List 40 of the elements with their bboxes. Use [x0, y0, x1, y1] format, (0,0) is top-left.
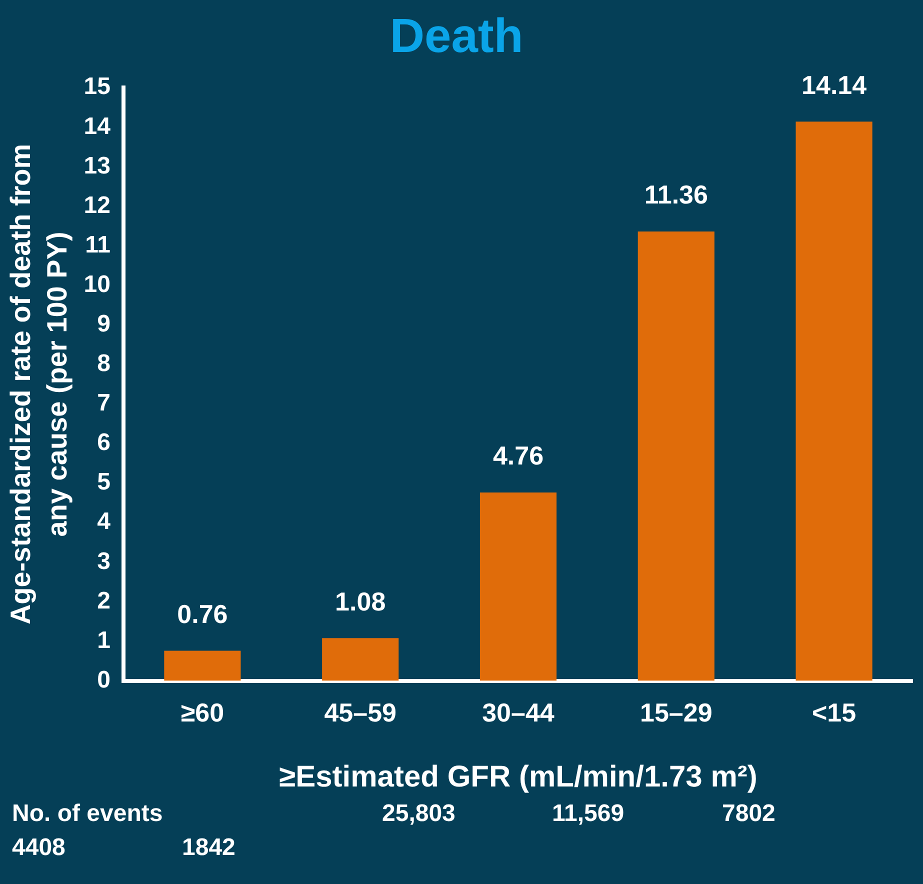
x-tick-label: 30–44 [482, 698, 555, 728]
x-axis-title: ≥Estimated GFR (mL/min/1.73 m²) [279, 760, 758, 794]
bar [796, 122, 872, 681]
y-tick-label: 10 [84, 270, 110, 298]
x-tick-label: ≥60 [180, 698, 224, 728]
bar [638, 232, 714, 681]
y-tick-label: 13 [84, 152, 110, 180]
text: 1842 [182, 834, 236, 862]
y-tick-label: 4 [97, 508, 112, 536]
text: 7802 [722, 800, 776, 828]
x-tick-label: 45–59 [324, 698, 397, 728]
y-tick-label: 11 [85, 231, 110, 258]
y-tick-label: 3 [97, 548, 110, 575]
text: 11,569 [552, 800, 626, 828]
y-tick-label: 12 [84, 192, 110, 219]
y-tick-label: 0 [97, 666, 110, 694]
y-tick-label: 14 [84, 112, 112, 140]
y-tick-label: 8 [97, 350, 110, 378]
data-label: 11.36 [644, 180, 708, 210]
data-label: 14.14 [802, 70, 868, 100]
y-tick-label: 5 [97, 468, 110, 496]
x-tick-label: 15–29 [640, 698, 712, 728]
y-tick-label: 7 [97, 390, 110, 417]
bar [164, 650, 241, 681]
chart-title: Death [390, 10, 524, 64]
text: No. of events [12, 800, 164, 828]
data-label: 0.76 [177, 598, 228, 629]
y-tick-label: 1 [97, 626, 110, 654]
data-label: 1.08 [335, 586, 386, 616]
y-tick-label: 2 [97, 587, 110, 614]
bar [322, 638, 399, 681]
text: 25,803 [382, 800, 456, 828]
y-tick-label: 9 [97, 310, 110, 338]
data-label: 4.76 [492, 440, 544, 471]
text: 4408 [12, 834, 66, 862]
y-tick-label: 15 [84, 73, 110, 100]
bar [480, 492, 557, 681]
y-axis-title: Age-standardized rate of death from any cause (per 100 PY) [4, 144, 72, 625]
x-tick-label: <15 [812, 698, 856, 728]
y-tick-label: 6 [97, 429, 110, 456]
